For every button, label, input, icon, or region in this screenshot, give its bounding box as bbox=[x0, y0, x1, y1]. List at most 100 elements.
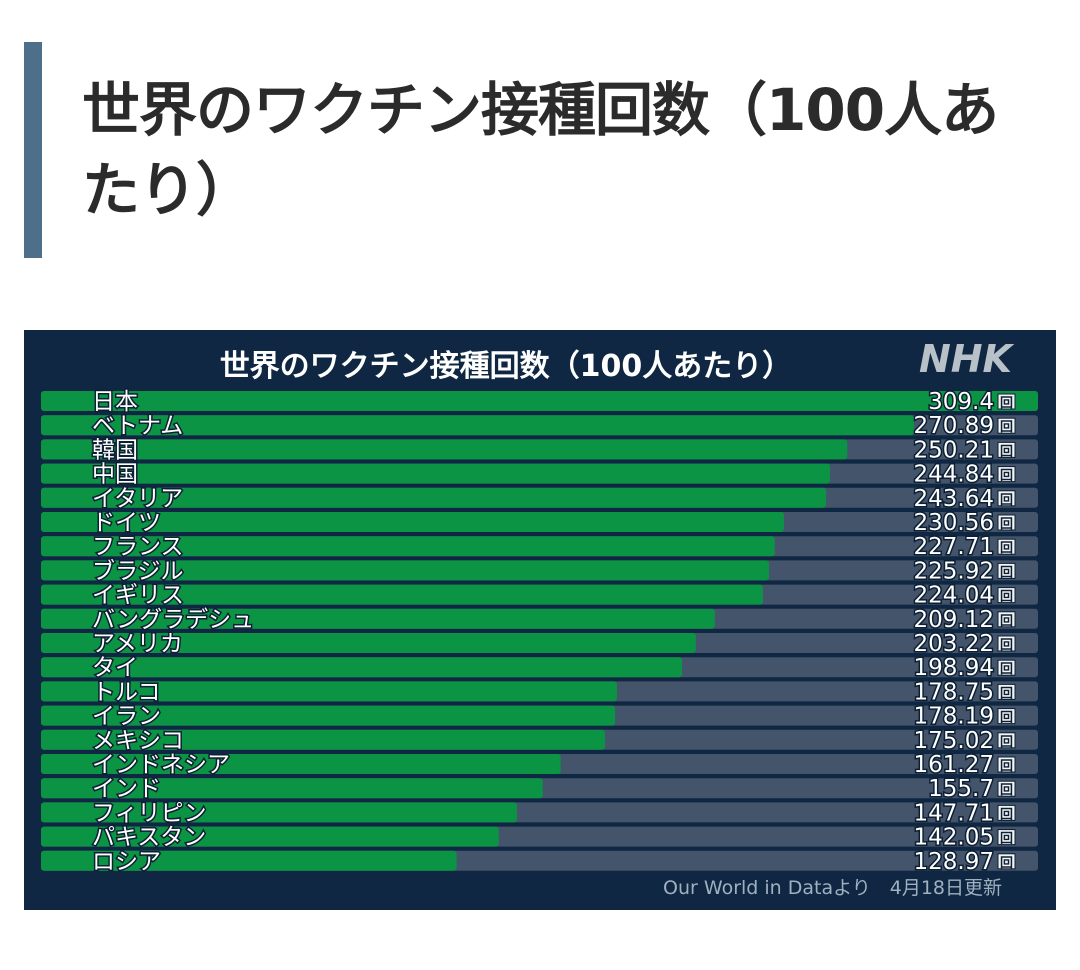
unit-label: 回 bbox=[1000, 590, 1013, 605]
unit-label: 回 bbox=[1000, 469, 1013, 484]
value-label: 203.22 bbox=[914, 631, 994, 657]
category-label: インド bbox=[92, 776, 161, 802]
unit-label: 回 bbox=[1000, 686, 1013, 701]
category-label: パキスタン bbox=[92, 825, 206, 851]
chart-title: 世界のワクチン接種回数（100人あたり） bbox=[220, 349, 793, 384]
unit-box bbox=[997, 780, 1016, 797]
unit-label: 回 bbox=[1000, 565, 1013, 580]
unit-label: 回 bbox=[1000, 638, 1013, 653]
bar bbox=[41, 391, 1038, 411]
unit-label: 回 bbox=[1000, 662, 1013, 677]
bar bbox=[41, 826, 499, 847]
bar bbox=[41, 584, 763, 605]
unit-label: 回 bbox=[1000, 856, 1013, 871]
value-label: 244.84 bbox=[914, 462, 994, 488]
value-label: 128.97 bbox=[914, 849, 994, 875]
source-note: Our World in Dataより 4月18日更新 bbox=[663, 877, 1002, 899]
bar bbox=[41, 657, 683, 678]
value-label: 243.64 bbox=[914, 486, 994, 512]
unit-label: 回 bbox=[1000, 444, 1013, 459]
category-label: ドイツ bbox=[92, 510, 161, 536]
value-label: 250.21 bbox=[914, 437, 994, 463]
article-heading: 世界のワクチン接種回数（100人あたり） bbox=[24, 42, 1044, 258]
unit-box bbox=[997, 441, 1016, 458]
bar bbox=[41, 608, 715, 629]
value-label: 224.04 bbox=[914, 583, 994, 609]
unit-label: 回 bbox=[1000, 711, 1013, 726]
value-label: 161.27 bbox=[914, 752, 994, 778]
bar bbox=[41, 633, 696, 653]
value-label: 270.89 bbox=[914, 413, 994, 439]
category-label: イギリス bbox=[92, 583, 184, 609]
unit-box bbox=[997, 587, 1016, 604]
bar bbox=[41, 681, 617, 702]
value-label: 178.75 bbox=[914, 679, 994, 705]
category-label: フィリピン bbox=[92, 800, 207, 826]
value-label: 178.19 bbox=[914, 704, 994, 730]
category-label: アメリカ bbox=[92, 631, 183, 657]
unit-box bbox=[997, 538, 1016, 555]
unit-box bbox=[997, 393, 1016, 410]
unit-box bbox=[997, 466, 1016, 483]
value-label: 230.56 bbox=[914, 510, 994, 536]
unit-box bbox=[997, 683, 1016, 700]
unit-label: 回 bbox=[1000, 614, 1013, 629]
category-label: バングラデシュ bbox=[92, 607, 254, 633]
unit-box bbox=[997, 490, 1016, 507]
bar bbox=[41, 802, 517, 823]
unit-label: 回 bbox=[1000, 420, 1013, 435]
heading-accent-bar bbox=[24, 42, 42, 258]
unit-box bbox=[997, 732, 1016, 749]
category-label: 韓国 bbox=[92, 437, 138, 463]
unit-label: 回 bbox=[1000, 493, 1013, 508]
unit-box bbox=[997, 829, 1016, 846]
unit-box bbox=[997, 756, 1016, 773]
category-label: ベトナム bbox=[92, 413, 183, 439]
category-label: 中国 bbox=[92, 462, 138, 488]
unit-label: 回 bbox=[1000, 735, 1013, 750]
category-label: イラン bbox=[92, 704, 161, 730]
unit-box bbox=[997, 417, 1016, 434]
bar bbox=[41, 754, 561, 774]
bar bbox=[41, 850, 457, 871]
value-label: 155.7 bbox=[928, 776, 994, 802]
category-label: メキシコ bbox=[92, 728, 184, 754]
unit-box bbox=[997, 853, 1016, 870]
value-label: 175.02 bbox=[914, 728, 994, 754]
value-label: 142.05 bbox=[914, 825, 994, 851]
value-label: 225.92 bbox=[914, 558, 994, 584]
bar bbox=[41, 729, 605, 750]
unit-label: 回 bbox=[1000, 396, 1013, 411]
unit-box bbox=[997, 708, 1016, 725]
unit-box bbox=[997, 635, 1016, 652]
bar bbox=[41, 487, 827, 508]
unit-label: 回 bbox=[1000, 807, 1013, 822]
unit-label: 回 bbox=[1000, 832, 1013, 847]
category-label: フランス bbox=[92, 534, 184, 560]
value-label: 198.94 bbox=[914, 655, 994, 681]
bar bbox=[41, 560, 769, 581]
unit-box bbox=[997, 611, 1016, 628]
unit-label: 回 bbox=[1000, 541, 1013, 556]
bar bbox=[41, 439, 848, 460]
bar bbox=[41, 536, 775, 557]
vaccination-chart: 世界のワクチン接種回数（100人あたり） NHK 日本 309.4 回ベトナム 270… bbox=[24, 330, 1056, 910]
category-label: イタリア bbox=[92, 486, 183, 512]
unit-label: 回 bbox=[1000, 759, 1013, 774]
category-label: ブラジル bbox=[92, 558, 184, 584]
category-label: インドネシア bbox=[92, 752, 230, 778]
category-label: 日本 bbox=[92, 389, 138, 415]
bar bbox=[41, 512, 784, 532]
unit-box bbox=[997, 562, 1016, 579]
bar bbox=[41, 705, 616, 726]
category-label: トルコ bbox=[92, 679, 161, 705]
value-label: 227.71 bbox=[914, 534, 994, 560]
value-label: 147.71 bbox=[914, 800, 994, 826]
unit-box bbox=[997, 514, 1016, 531]
unit-box bbox=[997, 659, 1016, 676]
unit-label: 回 bbox=[1000, 783, 1013, 798]
nhk-logo: NHK bbox=[919, 337, 1015, 381]
category-label: タイ bbox=[92, 655, 138, 681]
value-label: 209.12 bbox=[914, 607, 994, 633]
